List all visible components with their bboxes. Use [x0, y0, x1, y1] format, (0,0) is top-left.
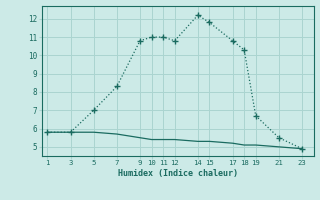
X-axis label: Humidex (Indice chaleur): Humidex (Indice chaleur) — [118, 169, 237, 178]
